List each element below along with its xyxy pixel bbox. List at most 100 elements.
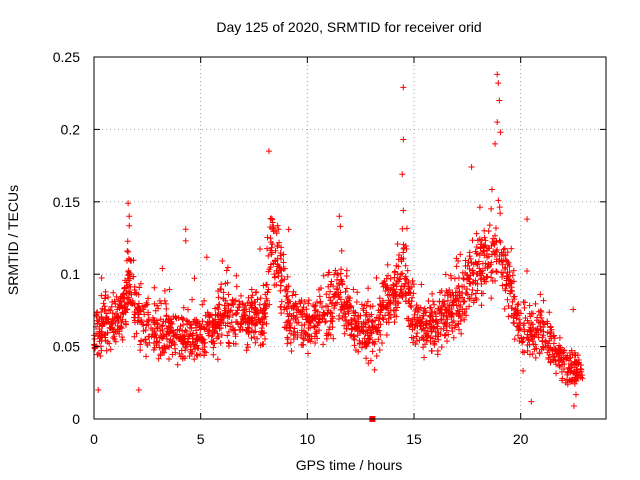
data-point	[135, 300, 142, 307]
data-point	[239, 300, 246, 307]
data-point	[232, 310, 239, 317]
data-point	[180, 304, 187, 311]
data-point	[284, 318, 291, 325]
data-point	[207, 312, 214, 319]
data-point	[404, 267, 411, 274]
data-point	[341, 322, 348, 329]
data-point	[129, 300, 136, 307]
data-point	[119, 316, 126, 323]
data-point	[301, 298, 308, 305]
data-point	[335, 315, 342, 322]
data-point	[358, 344, 365, 351]
data-point	[520, 299, 527, 306]
data-point	[454, 285, 461, 292]
data-point	[145, 309, 152, 316]
data-point	[122, 318, 129, 325]
data-point	[280, 259, 287, 266]
data-point	[275, 269, 282, 276]
data-point	[379, 339, 386, 346]
data-point	[284, 310, 291, 317]
data-point	[153, 334, 160, 341]
data-point	[257, 295, 264, 302]
data-point	[463, 285, 470, 292]
data-point	[458, 330, 465, 337]
data-point	[177, 323, 184, 330]
data-point	[222, 322, 229, 329]
data-point	[178, 347, 185, 354]
data-point	[467, 255, 474, 262]
data-point	[186, 353, 193, 360]
data-point	[188, 325, 195, 332]
x-tick-label: 10	[300, 431, 316, 447]
data-point	[312, 340, 319, 347]
data-point	[351, 315, 358, 322]
data-point	[331, 293, 338, 300]
data-point	[310, 324, 317, 331]
chart-title: Day 125 of 2020, SRMTID for receiver ori…	[216, 19, 481, 35]
data-point	[225, 342, 232, 349]
data-point	[336, 293, 343, 300]
data-point	[564, 381, 571, 388]
data-point	[524, 341, 531, 348]
data-point	[217, 340, 224, 347]
data-point	[488, 205, 495, 212]
data-point	[384, 261, 391, 268]
data-point	[450, 317, 457, 324]
data-point	[409, 277, 416, 284]
data-point	[437, 316, 444, 323]
data-point	[290, 312, 297, 319]
data-point	[392, 301, 399, 308]
data-point	[325, 271, 332, 278]
data-point	[191, 356, 198, 363]
data-point	[143, 353, 150, 360]
data-point	[242, 311, 249, 318]
data-point	[435, 336, 442, 343]
data-point	[507, 277, 514, 284]
data-point	[107, 346, 114, 353]
data-point	[126, 269, 133, 276]
data-point	[414, 337, 421, 344]
data-point	[329, 324, 336, 331]
data-point	[317, 298, 324, 305]
data-point	[275, 263, 282, 270]
data-point	[383, 319, 390, 326]
data-point	[179, 333, 186, 340]
data-point	[144, 318, 151, 325]
data-point	[514, 309, 521, 316]
data-point	[126, 281, 133, 288]
data-point	[297, 300, 304, 307]
data-point	[390, 282, 397, 289]
data-point	[113, 310, 120, 317]
y-tick-label: 0.2	[61, 121, 81, 137]
data-point	[126, 213, 133, 220]
data-point	[162, 318, 169, 325]
data-point	[431, 341, 438, 348]
data-point	[171, 341, 178, 348]
data-point	[269, 241, 276, 248]
data-point	[500, 246, 507, 253]
data-point	[364, 298, 371, 305]
data-point	[137, 341, 144, 348]
data-point	[176, 351, 183, 358]
data-point	[339, 314, 346, 321]
data-point	[223, 267, 230, 274]
data-point	[506, 282, 513, 289]
data-point	[407, 302, 414, 309]
data-point	[494, 246, 501, 253]
data-point	[248, 304, 255, 311]
data-point	[121, 305, 128, 312]
data-point	[391, 312, 398, 319]
grid-lines	[94, 57, 606, 419]
data-point	[218, 332, 225, 339]
data-point	[97, 352, 104, 359]
data-point	[110, 289, 117, 296]
data-point	[211, 324, 218, 331]
data-point	[145, 321, 152, 328]
data-point	[393, 262, 400, 269]
data-point	[380, 297, 387, 304]
data-point	[448, 313, 455, 320]
data-point	[136, 284, 143, 291]
data-point	[394, 241, 401, 248]
data-point	[544, 318, 551, 325]
data-point	[274, 243, 281, 250]
